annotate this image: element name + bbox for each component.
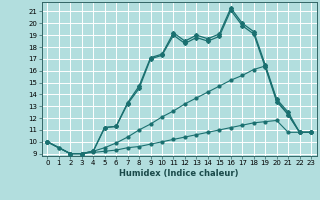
X-axis label: Humidex (Indice chaleur): Humidex (Indice chaleur)	[119, 169, 239, 178]
